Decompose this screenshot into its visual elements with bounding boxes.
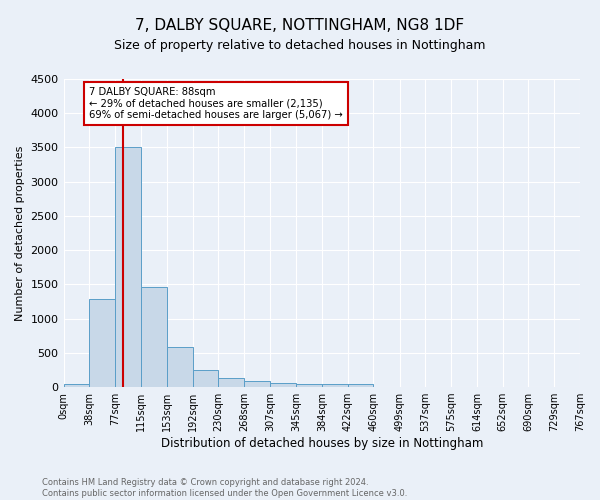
Bar (244, 382, 270, 387)
Bar (64, 384, 89, 387)
Bar (89, 300, 115, 387)
Text: 7, DALBY SQUARE, NOTTINGHAM, NG8 1DF: 7, DALBY SQUARE, NOTTINGHAM, NG8 1DF (136, 18, 464, 32)
Text: Size of property relative to detached houses in Nottingham: Size of property relative to detached ho… (114, 39, 486, 52)
Bar (141, 287, 167, 387)
Text: Contains HM Land Registry data © Crown copyright and database right 2024.
Contai: Contains HM Land Registry data © Crown c… (42, 478, 407, 498)
Bar (167, 346, 193, 387)
Text: 7 DALBY SQUARE: 88sqm
← 29% of detached houses are smaller (2,135)
69% of semi-d: 7 DALBY SQUARE: 88sqm ← 29% of detached … (89, 87, 343, 120)
Bar (218, 378, 244, 387)
Bar (193, 370, 218, 387)
Bar (322, 384, 347, 387)
Bar (115, 148, 141, 387)
X-axis label: Distribution of detached houses by size in Nottingham: Distribution of detached houses by size … (161, 437, 483, 450)
Y-axis label: Number of detached properties: Number of detached properties (15, 146, 25, 320)
Bar (296, 384, 322, 387)
Bar (347, 384, 373, 387)
Bar (270, 384, 296, 387)
